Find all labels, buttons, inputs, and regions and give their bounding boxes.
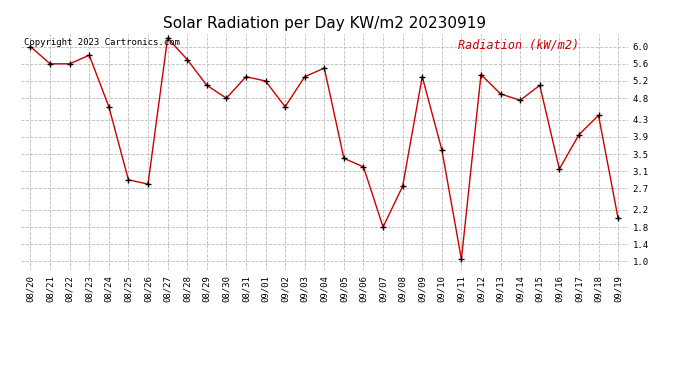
Text: Radiation (kW/m2): Radiation (kW/m2) [458,39,579,51]
Title: Solar Radiation per Day KW/m2 20230919: Solar Radiation per Day KW/m2 20230919 [163,16,486,31]
Text: Copyright 2023 Cartronics.com: Copyright 2023 Cartronics.com [23,39,179,48]
